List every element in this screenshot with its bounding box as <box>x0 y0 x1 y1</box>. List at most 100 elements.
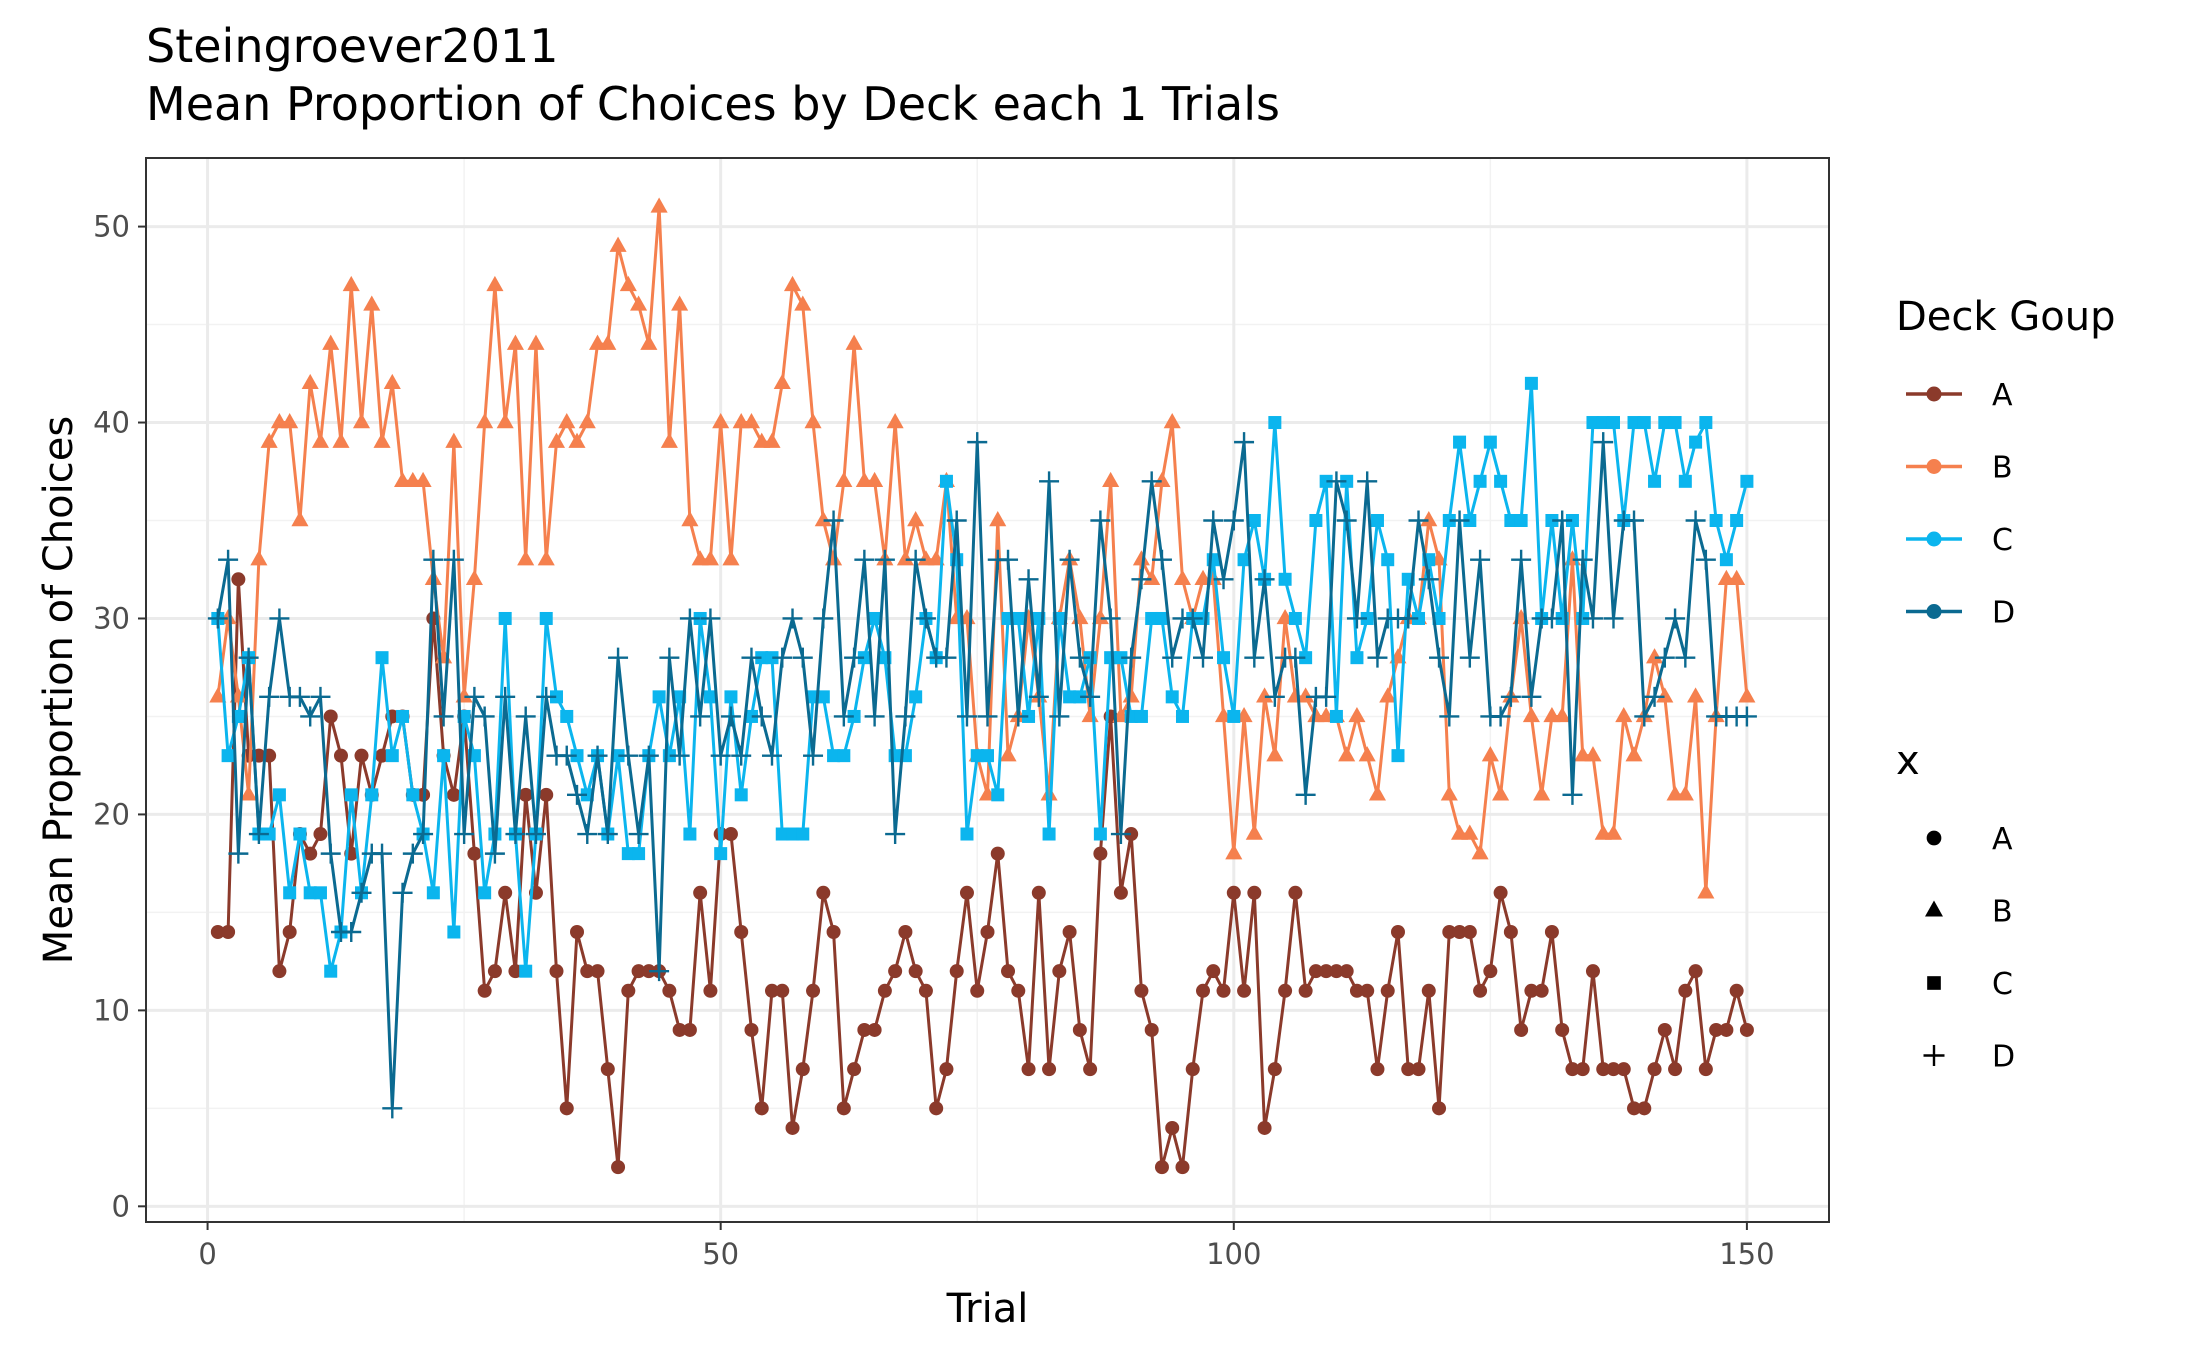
data-point-D <box>864 706 885 727</box>
data-point-A <box>672 1022 687 1037</box>
data-point-D <box>1582 608 1603 629</box>
data-point-D <box>525 824 546 845</box>
data-point-B <box>1471 844 1489 860</box>
data-point-A <box>1175 1160 1190 1175</box>
data-point-D <box>946 510 967 531</box>
data-point-B <box>1553 706 1571 723</box>
data-point-C <box>1329 709 1343 723</box>
legend-shape-marker <box>1926 830 1942 846</box>
data-point-D <box>597 824 618 845</box>
data-point-D <box>1039 471 1060 492</box>
data-point-D <box>618 745 639 766</box>
data-point-B <box>486 275 504 292</box>
data-point-A <box>1001 964 1016 979</box>
data-point-C <box>1309 514 1323 528</box>
series-C <box>211 376 1754 978</box>
data-point-B <box>301 373 319 390</box>
data-point-C <box>960 827 974 841</box>
data-point-B <box>1040 785 1058 801</box>
data-point-B <box>568 432 586 448</box>
data-point-C <box>1247 514 1261 528</box>
data-point-B <box>1604 824 1623 840</box>
data-point-C <box>1473 474 1487 488</box>
data-point-A <box>1247 885 1262 900</box>
y-tick-label: 0 <box>112 1189 130 1223</box>
data-point-D <box>1624 510 1645 531</box>
data-point-A <box>1298 983 1313 998</box>
data-point-A <box>621 983 636 998</box>
data-point-A <box>1370 1062 1385 1077</box>
data-point-A <box>723 827 738 842</box>
data-point-D <box>1500 686 1521 707</box>
data-point-B <box>209 687 227 703</box>
data-point-D <box>351 882 372 903</box>
data-point-A <box>1452 924 1467 939</box>
major-gridlines <box>146 158 1829 1222</box>
data-point-B <box>1738 687 1756 703</box>
data-point-C <box>1504 514 1518 528</box>
data-point-D <box>1090 510 1111 531</box>
data-point-B <box>1461 824 1479 840</box>
data-point-C <box>1381 553 1395 567</box>
data-point-A <box>1411 1062 1426 1077</box>
data-point-C <box>1596 416 1610 430</box>
data-point-D <box>813 608 834 629</box>
data-point-D <box>1429 647 1450 668</box>
data-point-D <box>402 843 423 864</box>
data-point-B <box>783 275 802 292</box>
data-point-A <box>1308 964 1323 979</box>
data-point-B <box>1379 687 1397 703</box>
data-point-A <box>1021 1062 1036 1077</box>
y-tick-label: 10 <box>93 993 130 1027</box>
data-point-A <box>949 964 964 979</box>
data-point-A <box>1555 1022 1570 1037</box>
axis-ticks: 0 50 100 150 0 10 20 30 40 50 <box>93 210 1774 1271</box>
data-point-B <box>445 432 463 448</box>
data-point-C <box>1668 416 1682 430</box>
data-point-D <box>936 647 957 668</box>
data-point-C <box>1299 651 1313 665</box>
data-point-A <box>221 924 236 939</box>
data-point-B <box>1225 844 1243 860</box>
data-point-A <box>1237 983 1252 998</box>
data-point-A <box>303 846 318 861</box>
data-point-D <box>1685 510 1706 531</box>
data-point-D <box>1439 706 1460 727</box>
data-point-C <box>724 690 738 704</box>
data-point-B <box>1440 785 1458 801</box>
legend-key-marker <box>1926 531 1942 547</box>
data-point-A <box>1206 964 1221 979</box>
legend-title-shape: x <box>1896 738 1920 784</box>
data-point-D <box>577 824 598 845</box>
data-point-A <box>210 924 225 939</box>
data-point-A <box>354 748 369 763</box>
data-point-D <box>956 706 977 727</box>
data-point-C <box>837 749 851 763</box>
data-point-C <box>714 847 728 861</box>
data-point-C <box>1719 553 1733 567</box>
data-point-A <box>1483 964 1498 979</box>
data-point-B <box>1481 746 1499 762</box>
data-point-D <box>1654 647 1675 668</box>
data-point-D <box>454 824 475 845</box>
data-point-C <box>1494 474 1508 488</box>
legend-entry-shape-B: B <box>1925 895 2013 930</box>
chart-title: Steingroever2011 <box>146 19 559 73</box>
data-point-D <box>1244 647 1265 668</box>
data-point-A <box>313 827 328 842</box>
data-point-B <box>1625 746 1643 762</box>
data-point-D <box>1490 706 1511 727</box>
data-point-A <box>487 964 502 979</box>
data-point-D <box>1552 510 1573 531</box>
data-point-C <box>498 611 512 625</box>
legend-entry-shape-C: C <box>1927 967 2013 1002</box>
data-point-D <box>649 961 670 982</box>
data-point-D <box>823 510 844 531</box>
y-tick-label: 40 <box>93 406 130 440</box>
data-point-A <box>600 1062 615 1077</box>
data-point-D <box>310 686 331 707</box>
data-point-C <box>1678 474 1692 488</box>
data-point-C <box>365 788 379 802</box>
data-point-D <box>289 686 310 707</box>
data-point-B <box>322 334 340 350</box>
